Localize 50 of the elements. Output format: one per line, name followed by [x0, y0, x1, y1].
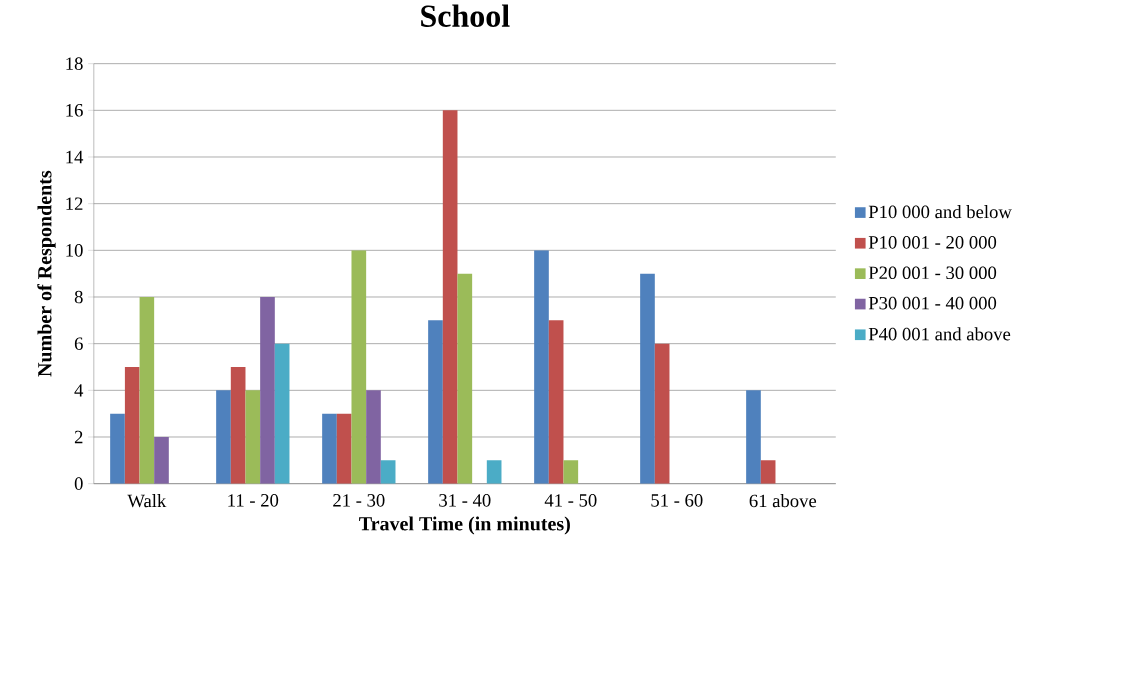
chart-title: School	[421, 4, 510, 28]
y-tick-label: 18	[66, 57, 83, 71]
bar	[154, 437, 169, 484]
y-tick-label: 4	[74, 384, 84, 397]
bar	[746, 390, 761, 484]
bar	[548, 320, 564, 484]
legend-label: P40 001 and above	[868, 327, 1011, 341]
y-tick-label: 8	[74, 290, 83, 304]
legend-label: P20 001 - 30 000	[868, 266, 997, 280]
x-tick-label: 41 - 50	[544, 494, 597, 507]
y-tick-label: 16	[66, 104, 83, 117]
x-tick-label: Walk	[127, 494, 167, 508]
y-axis-title: Number of Respondents	[37, 171, 56, 377]
bar	[260, 297, 275, 484]
bar	[640, 273, 655, 484]
y-tick-label: 10	[66, 244, 83, 257]
bar	[110, 413, 125, 484]
bar	[124, 367, 140, 484]
bar	[486, 460, 502, 484]
x-axis-title: Travel Time (in minutes)	[359, 516, 570, 535]
bar	[336, 413, 352, 484]
bar	[366, 390, 381, 484]
y-tick-label: 6	[74, 337, 83, 351]
legend-label: P10 000 and below	[868, 205, 1012, 219]
bar	[245, 390, 261, 484]
legend-label: P30 001 - 40 000	[868, 297, 997, 310]
x-tick-label: 11 - 20	[228, 494, 279, 507]
y-tick-label: 0	[74, 477, 83, 491]
bar	[457, 273, 473, 484]
legend-label: P10 001 - 20 000	[868, 236, 997, 249]
y-tick-label: 2	[74, 430, 83, 444]
bar	[216, 390, 231, 484]
bar	[380, 460, 396, 484]
bar	[139, 297, 155, 484]
x-tick-label: 51 - 60	[651, 494, 703, 507]
y-tick-label: 14	[66, 150, 84, 164]
bar	[230, 367, 246, 484]
bar	[351, 250, 367, 484]
x-tick-label: 31 - 40	[439, 494, 491, 507]
bar	[654, 343, 670, 484]
x-tick-label: 21 - 30	[333, 494, 385, 507]
y-tick-label: 12	[66, 197, 83, 211]
bar	[428, 320, 443, 484]
bar	[322, 413, 337, 484]
bar	[563, 460, 579, 484]
bar	[760, 460, 776, 484]
bar	[534, 250, 549, 484]
bar	[442, 110, 458, 484]
x-tick-label: 61 above	[749, 494, 817, 508]
bar	[274, 343, 290, 484]
